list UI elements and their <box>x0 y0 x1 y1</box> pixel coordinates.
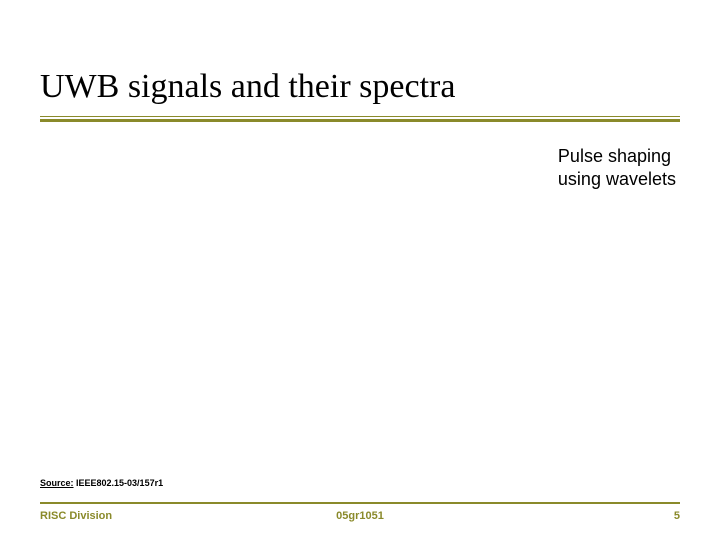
footer-right: 5 <box>674 510 680 522</box>
subtitle-line-2: using wavelets <box>558 168 676 191</box>
title-rule-thin <box>40 116 680 117</box>
source-line: Source: IEEE802.15-03/157r1 <box>40 478 163 488</box>
footer-left: RISC Division <box>40 510 112 522</box>
source-label: Source: <box>40 478 74 488</box>
footer-center: 05gr1051 <box>336 510 384 522</box>
footer-row: RISC Division 05gr1051 5 <box>40 510 680 522</box>
footer: RISC Division 05gr1051 5 <box>0 502 720 522</box>
title-rule-thick <box>40 119 680 122</box>
subtitle-box: Pulse shaping using wavelets <box>558 145 676 190</box>
slide-container: UWB signals and their spectra Pulse shap… <box>0 0 720 540</box>
slide-title: UWB signals and their spectra <box>40 68 680 106</box>
title-area: UWB signals and their spectra <box>0 0 720 122</box>
source-value: IEEE802.15-03/157r1 <box>74 478 164 488</box>
footer-rule <box>40 502 680 504</box>
subtitle-line-1: Pulse shaping <box>558 145 676 168</box>
